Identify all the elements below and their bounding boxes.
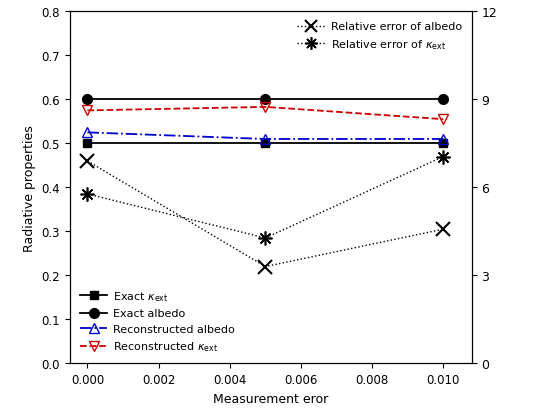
Exact $\kappa_{\mathrm{ext}}$ — [84, 142, 91, 147]
X-axis label: Measurement eror: Measurement eror — [213, 392, 329, 405]
Line: Exact albedo: Exact albedo — [83, 95, 448, 105]
Exact albedo — [84, 98, 91, 103]
Line: Relative error of albedo: Relative error of albedo — [80, 154, 450, 274]
Exact $\kappa_{\mathrm{ext}}$ — [262, 142, 269, 147]
Line: Reconstructed albedo: Reconstructed albedo — [83, 128, 448, 145]
Reconstructed $\kappa_{\mathrm{ext}}$ — [84, 109, 91, 114]
Exact $\kappa_{\mathrm{ext}}$ — [262, 236, 269, 241]
Line: Reconstructed $\kappa_{\mathrm{ext}}$: Reconstructed $\kappa_{\mathrm{ext}}$ — [83, 103, 448, 125]
Relative error of albedo — [440, 227, 446, 232]
Exact $\kappa_{\mathrm{ext}}$ — [84, 192, 91, 197]
Line: Exact $\kappa_{\mathrm{ext}}$: Exact $\kappa_{\mathrm{ext}}$ — [83, 140, 448, 148]
Reconstructed albedo — [262, 137, 269, 142]
Reconstructed $\kappa_{\mathrm{ext}}$ — [262, 105, 269, 110]
Exact albedo — [262, 98, 269, 103]
Relative error of albedo — [262, 264, 269, 269]
Reconstructed $\kappa_{\mathrm{ext}}$ — [440, 117, 446, 122]
Relative error of albedo — [84, 159, 91, 164]
Y-axis label: Radiative properties: Radiative properties — [23, 125, 36, 251]
Reconstructed albedo — [440, 137, 446, 142]
Line: Exact $\kappa_{\mathrm{ext}}$: Exact $\kappa_{\mathrm{ext}}$ — [80, 150, 450, 245]
Exact $\kappa_{\mathrm{ext}}$ — [440, 155, 446, 160]
Legend: Exact $\kappa_{\mathrm{ext}}$, Exact albedo, Reconstructed albedo, Reconstructed: Exact $\kappa_{\mathrm{ext}}$, Exact alb… — [75, 285, 239, 358]
Exact $\kappa_{\mathrm{ext}}$ — [440, 142, 446, 147]
Exact albedo — [440, 98, 446, 103]
Reconstructed albedo — [84, 131, 91, 135]
